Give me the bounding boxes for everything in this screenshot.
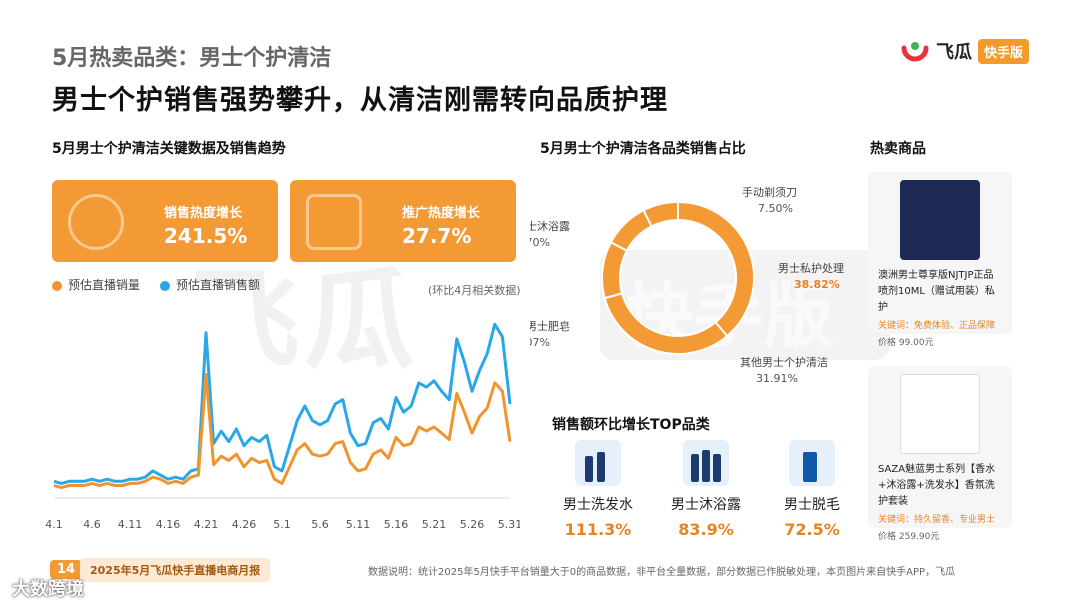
kpi-card-sales-heat: 销售热度增长 241.5% xyxy=(52,180,278,262)
kpi-card-promo-heat: 推广热度增长 27.7% xyxy=(290,180,516,262)
data-note: 数据说明：统计2025年5月快手平台销量大于0的商品数据，非平台全量数据，部分数… xyxy=(368,567,956,578)
hot-product-card[interactable]: SAZA魅蓝男士系列【香水+沐浴露+洗发水】香氛洗护套装 关键词：持久留香、专业… xyxy=(868,366,1012,542)
slice-value-label: 9.70% xyxy=(530,236,550,249)
top-item-name: 男士洗发水 xyxy=(563,497,633,513)
product-keywords: 关键词：持久留香、专业男士 xyxy=(878,515,996,525)
product-desc: SAZA魅蓝男士系列【香水+沐浴露+洗发水】香氛洗护套装 xyxy=(878,464,996,507)
product-keywords: 关键词：免费体验、正品保障 xyxy=(878,321,996,331)
sales-trend-line-chart: 4.1 4.6 4.11 4.16 4.21 4.26 5.1 5.6 5.11 5.16 5.21… xyxy=(45,322,520,531)
top-item-growth: 72.5% xyxy=(784,520,840,539)
slice-value-label: 31.91% xyxy=(756,372,798,385)
section-title-trend: 5月男士个护清洁关键数据及销售趋势 xyxy=(52,141,286,157)
slice-name-label: 男士肥皂 xyxy=(530,319,570,333)
slice-value-label: 12.07% xyxy=(530,336,550,349)
source-credit: 大数跨境 xyxy=(12,579,84,600)
top-item-shampoo: 男士洗发水 111.3% xyxy=(548,440,648,539)
kpi-label: 推广热度增长 xyxy=(402,206,481,221)
x-tick-label: 4.6 xyxy=(83,518,101,531)
x-tick-label: 5.6 xyxy=(311,518,329,531)
chart-legend: 预估直播销量 预估直播销售额 xyxy=(52,276,260,293)
kpi-value: 241.5% xyxy=(164,224,248,248)
donut-slice xyxy=(677,200,755,338)
feigua-logo-icon xyxy=(901,42,929,62)
page-headline: 男士个护销售强势攀升，从清洁刚需转向品质护理 xyxy=(52,85,668,116)
brand-logo: 飞瓜 快手版 xyxy=(900,36,1030,66)
product-price: 价格 99.00元 xyxy=(878,338,934,348)
x-tick-label: 4.1 xyxy=(45,518,63,531)
top-item-growth: 83.9% xyxy=(678,520,734,539)
section-title-hot-products: 热卖商品 xyxy=(870,141,926,157)
donut-slice xyxy=(603,292,729,355)
x-tick-label: 4.26 xyxy=(232,518,257,531)
page-number: 14 xyxy=(50,560,83,579)
x-tick-label: 5.16 xyxy=(384,518,409,531)
x-tick-label: 4.21 xyxy=(194,518,219,531)
product-desc: 澳洲男士尊享版NJTJP正品喷剂10ML（赠试用装）私护 xyxy=(878,270,995,313)
x-tick-label: 5.1 xyxy=(273,518,291,531)
section-title-share: 5月男士个护清洁各品类销售占比 xyxy=(540,141,746,157)
hot-product-card[interactable]: 澳洲男士尊享版NJTJP正品喷剂10ML（赠试用装）私护 关键词：免费体验、正品… xyxy=(868,172,1012,348)
slice-name-label: 男士私护处理 xyxy=(778,261,844,275)
product-image xyxy=(900,180,980,260)
top-item-name: 男士脱毛 xyxy=(784,497,840,513)
x-tick-label: 4.16 xyxy=(156,518,181,531)
kpi-value: 27.7% xyxy=(402,224,472,248)
kpi-label: 销售热度增长 xyxy=(164,206,243,221)
product-thumb-icon xyxy=(789,440,835,486)
product-image xyxy=(900,374,980,454)
x-tick-label: 5.21 xyxy=(422,518,447,531)
page-subtitle: 5月热卖品类：男士个护清洁 xyxy=(52,46,332,71)
series-line-1 xyxy=(53,322,512,485)
product-thumb-icon xyxy=(683,440,729,486)
legend-item-volume: 预估直播销量 xyxy=(52,276,140,293)
slice-name-label: 手动剃须刀 xyxy=(742,185,797,199)
product-price: 价格 259.90元 xyxy=(878,532,940,542)
logo-tag: 快手版 xyxy=(978,38,1030,64)
x-tick-label: 5.11 xyxy=(346,518,371,531)
slice-name-label: 其他男士个护清洁 xyxy=(740,355,828,369)
watermark: 飞瓜 xyxy=(190,256,418,384)
slice-name-label: 男士沐浴露 xyxy=(530,220,570,233)
category-share-donut-chart: 男士私护处理 38.82% 其他男士个护清洁 31.91% 男士肥皂 12.07% 男士沐浴… xyxy=(530,185,844,385)
top-item-name: 男士沐浴露 xyxy=(671,497,741,513)
x-tick-label: 4.11 xyxy=(118,518,143,531)
slice-value-label: 7.50% xyxy=(758,202,793,215)
donut-slice xyxy=(601,240,629,300)
slice-value-label: 38.82% xyxy=(794,278,840,291)
top-item-hair-removal: 男士脱毛 72.5% xyxy=(762,440,862,539)
x-tick-label: 5.31 xyxy=(498,518,520,531)
megaphone-icon xyxy=(306,194,362,250)
report-name: 2025年5月飞瓜快手直播电商月报 xyxy=(80,558,271,582)
legend-item-revenue: 预估直播销售额 xyxy=(160,276,260,293)
chart-note: (环比4月相关数据) xyxy=(428,284,521,297)
logo-text: 飞瓜 xyxy=(936,42,972,63)
yen-icon xyxy=(68,194,124,250)
top-item-growth: 111.3% xyxy=(564,520,632,539)
product-thumb-icon xyxy=(575,440,621,486)
donut-slice xyxy=(642,200,679,228)
x-tick-label: 5.26 xyxy=(460,518,485,531)
series-line-0 xyxy=(53,373,512,490)
top-item-bodywash: 男士沐浴露 83.9% xyxy=(656,440,756,539)
top-categories-title: 销售额环比增长TOP品类 xyxy=(552,417,710,433)
